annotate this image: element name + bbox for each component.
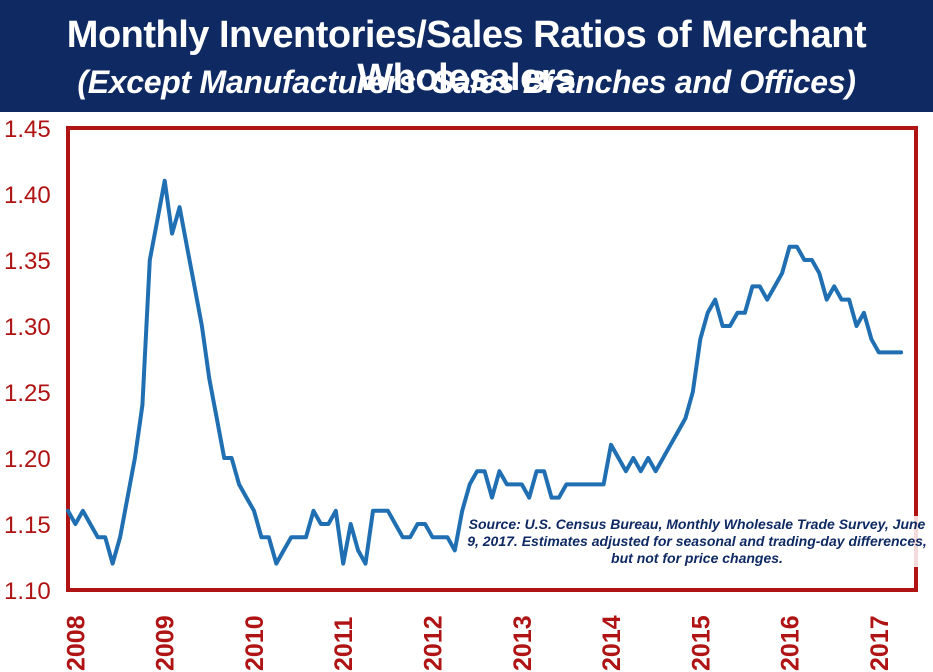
chart-title: Monthly Inventories/Sales Ratios of Merc… — [66, 14, 867, 99]
plot-frame — [66, 126, 918, 592]
y-tick-label: 1.45 — [4, 116, 51, 143]
y-tick-label: 1.15 — [4, 512, 51, 539]
chart-subtitle: (Except Manufacturers’ Sales Branches an… — [77, 64, 856, 100]
x-tick-label: 2012 — [419, 615, 447, 671]
x-tick-label: 2008 — [62, 615, 90, 671]
x-tick-label: 2009 — [152, 615, 180, 671]
y-tick-label: 1.35 — [4, 248, 51, 275]
x-tick-label: 2016 — [777, 615, 805, 671]
series-line — [66, 178, 904, 566]
chart-marks: 1.10 1.15 1.20 1.25 1.30 1.35 1.40 1.45 2008 2009… — [4, 116, 918, 671]
x-tick-label: 2011 — [330, 617, 358, 671]
title-banner: Monthly Inventories/Sales Ratios of Merc… — [0, 0, 933, 112]
y-tick-label: 1.30 — [4, 314, 51, 341]
line-chart: 1.10 1.15 1.20 1.25 1.30 1.35 1.40 1.45 2008 2009… — [4, 116, 918, 671]
x-tick-label: 2017 — [866, 615, 894, 671]
x-tick-label: 2013 — [509, 615, 537, 671]
source-annotation: Source: U.S. Census Bureau, Monthly Whol… — [467, 516, 927, 567]
x-tick-label: 2010 — [241, 615, 269, 671]
x-tick-label: 2014 — [598, 615, 626, 671]
y-tick-label: 1.25 — [4, 380, 51, 407]
y-tick-label: 1.20 — [4, 446, 51, 473]
y-tick-label: 1.10 — [4, 578, 51, 605]
x-tick-label: 2015 — [687, 615, 715, 671]
y-tick-label: 1.40 — [4, 182, 51, 209]
